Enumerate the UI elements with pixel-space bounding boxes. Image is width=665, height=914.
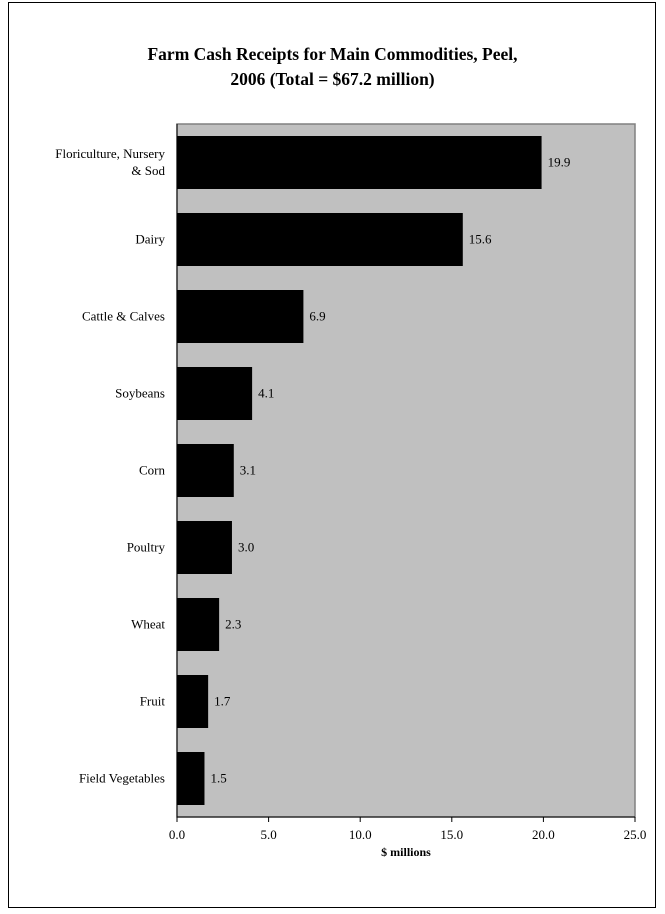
data-label: 1.5 [210,771,226,786]
x-tick-label: 5.0 [260,827,276,842]
category-label: Dairy [135,232,165,247]
data-label: 19.9 [548,155,571,170]
chart-title-line-1: Farm Cash Receipts for Main Commodities,… [147,44,518,64]
category-label: Wheat [131,617,165,632]
data-label: 2.3 [225,617,241,632]
category-label: Soybeans [115,386,165,401]
data-label: 15.6 [469,232,492,247]
data-label: 3.1 [240,463,256,478]
x-tick-label: 25.0 [624,827,647,842]
data-label: 6.9 [309,309,325,324]
bar [177,675,209,728]
bar [177,290,304,343]
bar [177,136,542,189]
category-label: Fruit [140,694,166,709]
category-label: Poultry [127,540,166,555]
category-label: Corn [139,463,166,478]
category-label: Floriculture, Nursery [55,146,165,161]
bar [177,213,463,266]
data-label: 1.7 [214,694,231,709]
data-label: 3.0 [238,540,254,555]
x-tick-label: 10.0 [349,827,372,842]
x-tick-label: 20.0 [532,827,555,842]
bar [177,444,234,497]
category-label: Cattle & Calves [82,309,165,324]
bar [177,521,232,574]
x-axis-label: $ millions [381,845,431,859]
bar [177,598,220,651]
bar [177,752,205,805]
category-label: Field Vegetables [79,771,165,786]
bar [177,367,253,420]
category-label: & Sod [131,163,165,178]
x-tick-label: 15.0 [440,827,463,842]
chart-title-line-2: 2006 (Total = $67.2 million) [230,69,435,89]
x-tick-label: 0.0 [169,827,185,842]
data-label: 4.1 [258,386,274,401]
